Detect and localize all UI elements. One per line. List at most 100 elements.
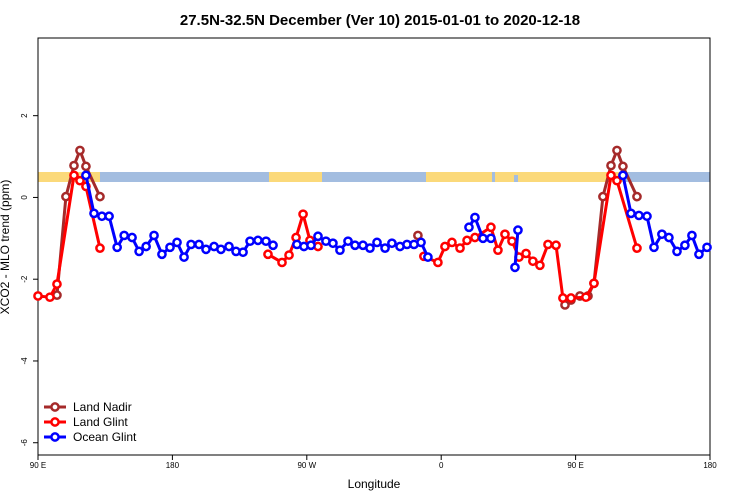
data-point — [664, 232, 674, 243]
data-point — [606, 160, 616, 171]
data-point — [306, 240, 316, 251]
data-point — [261, 236, 271, 247]
data-point — [486, 222, 496, 233]
data-point — [104, 211, 114, 222]
data-point — [238, 247, 248, 258]
data-point — [172, 237, 182, 248]
y-tick-label: 0 — [20, 195, 29, 200]
data-point — [470, 232, 480, 243]
data-point — [416, 237, 426, 248]
x-tick-label: 0 — [439, 461, 444, 470]
data-point — [112, 242, 122, 253]
data-point — [433, 257, 443, 268]
data-point — [134, 246, 144, 257]
data-point — [589, 278, 599, 289]
data-point — [598, 191, 608, 202]
data-point — [551, 240, 561, 251]
data-point — [558, 293, 568, 303]
data-point — [440, 241, 450, 252]
data-point — [626, 208, 636, 219]
legend-label: Ocean Glint — [73, 430, 137, 444]
y-tick-label: -6 — [20, 439, 29, 447]
data-point — [263, 249, 273, 260]
series-line — [84, 175, 708, 268]
data-point — [194, 239, 204, 250]
data-point — [95, 191, 105, 202]
data-point — [486, 233, 496, 244]
data-point — [69, 160, 79, 171]
data-point — [513, 225, 523, 235]
data-point — [284, 250, 294, 260]
data-point — [69, 170, 79, 181]
data-point — [387, 238, 397, 249]
data-point — [543, 239, 553, 250]
data-point — [528, 256, 538, 267]
data-point — [216, 244, 226, 255]
data-point — [149, 230, 159, 241]
y-axis-label: XCO2 - MLO trend (ppm) — [0, 180, 12, 315]
data-point — [507, 236, 517, 247]
data-point — [500, 229, 510, 240]
data-point — [642, 211, 652, 222]
x-tick-label: 90 E — [567, 461, 583, 470]
data-point — [447, 237, 457, 248]
data-point — [581, 292, 591, 303]
data-point — [423, 252, 433, 262]
legend-label: Land Glint — [73, 415, 128, 429]
data-point — [365, 243, 375, 253]
data-point — [95, 243, 105, 253]
data-point — [52, 279, 62, 289]
data-point — [313, 231, 323, 242]
data-point — [81, 161, 91, 172]
data-point — [510, 262, 520, 273]
y-tick-label: -2 — [20, 275, 29, 283]
data-point — [141, 241, 151, 252]
y-tick-label: -4 — [20, 357, 29, 365]
data-point — [343, 236, 353, 247]
data-point — [350, 240, 360, 251]
x-tick-label: 90 E — [30, 461, 46, 470]
data-point — [298, 209, 308, 220]
data-point — [89, 208, 99, 219]
x-tick-label: 90 W — [297, 461, 316, 470]
data-point — [634, 210, 644, 221]
data-point — [380, 243, 390, 253]
data-point — [606, 170, 616, 181]
legend-marker — [50, 417, 60, 427]
x-axis-label: Longitude — [348, 477, 401, 491]
data-point — [521, 248, 531, 259]
data-point — [75, 175, 85, 186]
chart-title: 27.5N-32.5N December (Ver 10) 2015-01-01… — [180, 12, 580, 29]
data-point — [45, 292, 55, 303]
data-point — [335, 245, 345, 256]
data-point — [372, 237, 382, 248]
legend-marker — [50, 432, 60, 442]
data-point — [612, 145, 622, 156]
data-point — [672, 246, 682, 257]
data-point — [566, 293, 576, 303]
data-point — [245, 236, 255, 247]
data-point — [618, 161, 628, 172]
data-point — [702, 242, 712, 253]
data-point — [612, 175, 622, 186]
data-point — [462, 235, 472, 246]
data-point — [632, 243, 642, 253]
data-point — [33, 291, 43, 301]
data-point — [75, 145, 85, 156]
data-point — [618, 170, 628, 181]
data-point — [127, 232, 137, 243]
land-band — [426, 172, 623, 182]
data-point — [179, 252, 189, 262]
data-point — [680, 240, 690, 251]
land-band — [269, 172, 322, 182]
data-point — [253, 235, 263, 246]
ocean-band — [492, 172, 495, 182]
data-point — [201, 244, 211, 255]
data-point — [535, 260, 545, 271]
ocean-band — [514, 175, 518, 182]
land-band — [38, 172, 100, 182]
legend-label: Land Nadir — [73, 400, 132, 414]
data-point — [694, 249, 704, 260]
